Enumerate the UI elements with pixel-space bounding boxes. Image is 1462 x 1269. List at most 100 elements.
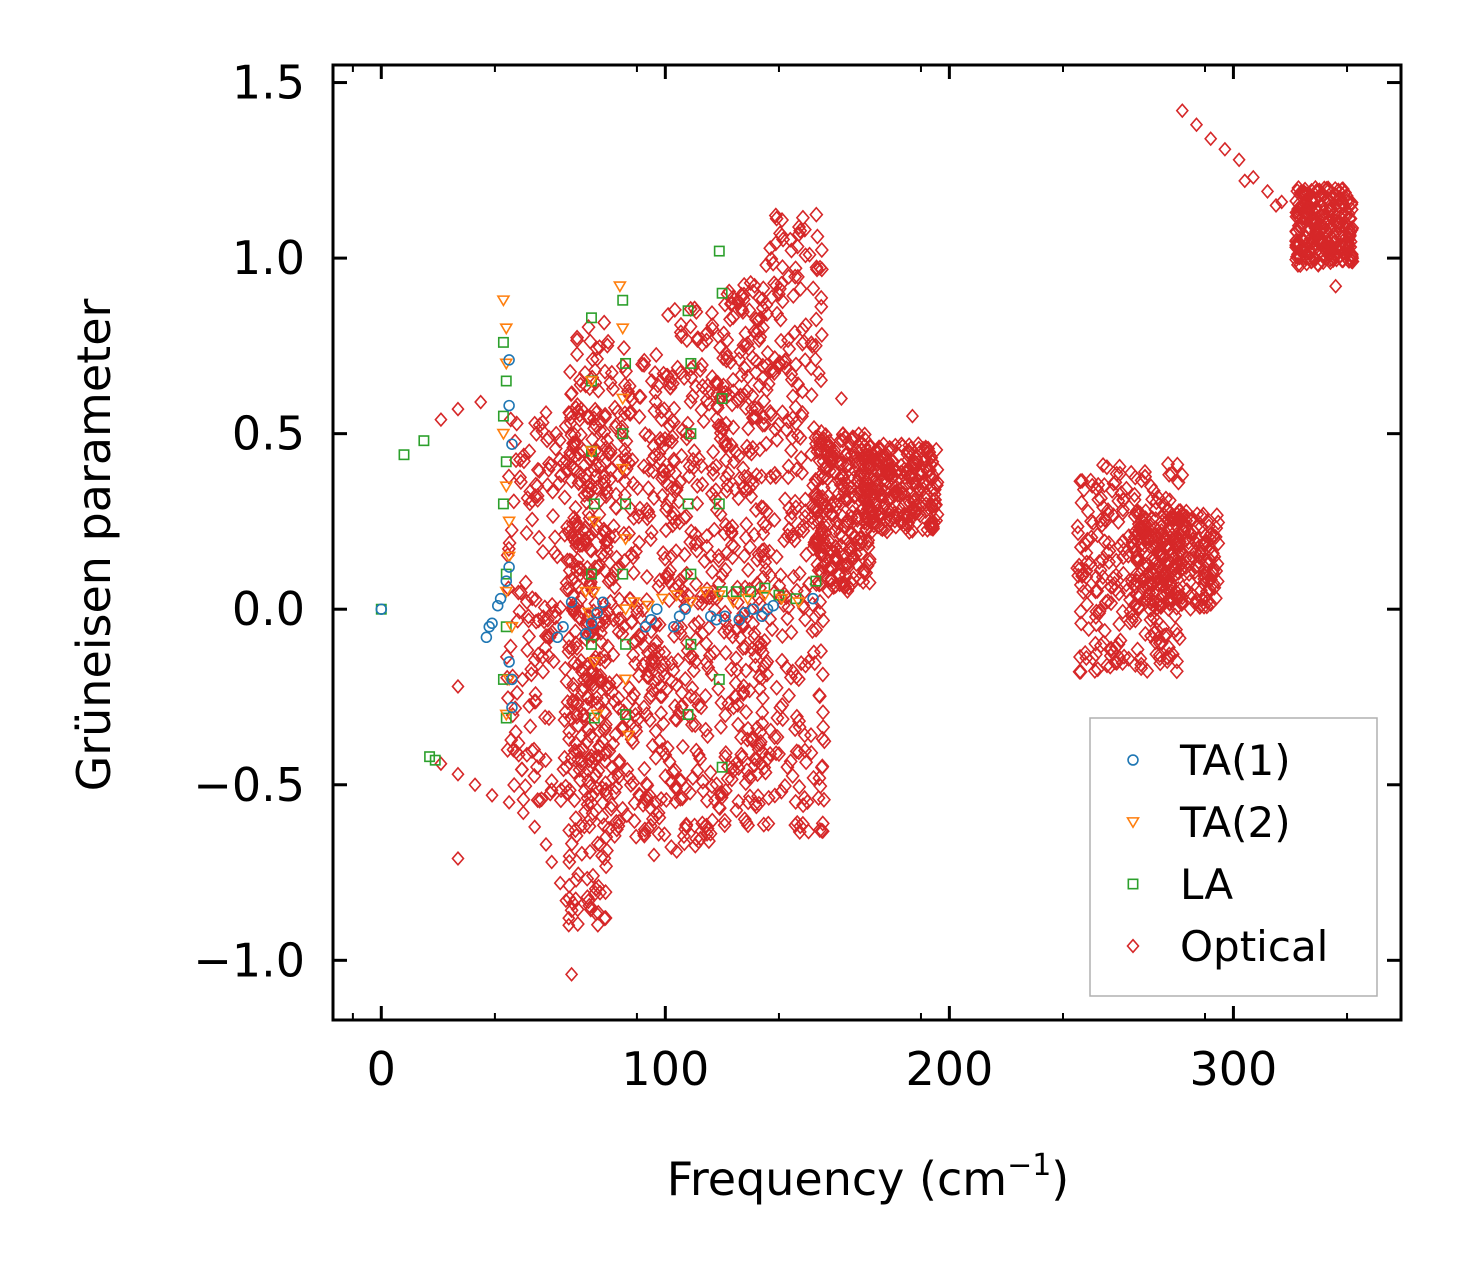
- optical-cluster-point: [894, 479, 909, 497]
- legend-label: TA(1): [1179, 736, 1291, 785]
- optical-cluster-point: [1322, 200, 1337, 218]
- optical-cluster-point: [735, 303, 750, 320]
- optical-cluster-point: [556, 761, 571, 778]
- optical-cluster-point: [1156, 588, 1171, 606]
- optical-cluster-point: [1084, 529, 1099, 546]
- optical-cluster-point: [752, 668, 767, 686]
- optical-cluster-point: [618, 363, 634, 380]
- optical-cluster-point: [1079, 649, 1094, 667]
- optical-cluster-point: [715, 567, 730, 584]
- data-point: [494, 592, 507, 605]
- optical-cluster-point: [1323, 246, 1338, 263]
- optical-cluster-point: [922, 461, 937, 479]
- optical-cluster-point: [733, 387, 748, 404]
- data-point: [499, 586, 514, 599]
- optical-cluster-point: [1098, 594, 1113, 611]
- optical-cluster-point: [812, 593, 828, 610]
- optical-cluster-point: [745, 615, 761, 632]
- optical-cluster-point: [1293, 248, 1308, 265]
- optical-cluster-point: [598, 744, 613, 761]
- data-point: [668, 621, 680, 633]
- optical-cluster-point: [564, 385, 579, 402]
- optical-cluster-point: [513, 584, 528, 601]
- optical-cluster-point: [562, 730, 577, 748]
- data-point: [584, 446, 599, 459]
- data-point: [705, 610, 717, 622]
- data-point: [620, 709, 632, 721]
- optical-cluster-point: [852, 570, 867, 587]
- optical-cluster-point: [793, 222, 808, 239]
- optical-cluster-point: [545, 596, 560, 614]
- optical-cluster-point: [769, 548, 784, 566]
- optical-cluster-point: [581, 408, 597, 426]
- optical-cluster-point: [799, 546, 814, 563]
- optical-cluster-point: [603, 461, 619, 478]
- optical-cluster-point: [677, 835, 692, 852]
- optical-cluster-point: [843, 539, 858, 557]
- optical-cluster-point: [678, 670, 693, 688]
- optical-cluster-point: [812, 452, 827, 469]
- optical-cluster-point: [663, 379, 678, 396]
- x-tick-label: 300: [1190, 1042, 1278, 1096]
- optical-cluster-point: [763, 567, 778, 584]
- optical-cluster-point: [832, 470, 847, 487]
- optical-cluster-point: [1179, 512, 1194, 529]
- optical-cluster-point: [615, 800, 630, 817]
- optical-cluster-point: [748, 501, 764, 519]
- optical-cluster-point: [659, 791, 674, 809]
- optical-cluster-point: [775, 627, 790, 645]
- optical-cluster-point: [810, 556, 825, 573]
- optical-cluster-point: [721, 465, 736, 482]
- data-point: [424, 751, 436, 763]
- optical-cluster-point: [1130, 547, 1145, 565]
- optical-cluster-point: [812, 437, 828, 454]
- optical-cluster-point: [1083, 472, 1098, 489]
- optical-cluster-point: [659, 681, 674, 698]
- optical-cluster-point: [648, 393, 663, 410]
- optical-cluster-point: [587, 461, 602, 479]
- optical-cluster-point: [702, 395, 717, 412]
- optical-cluster-point: [675, 790, 690, 807]
- optical-cluster-point: [572, 609, 587, 626]
- optical-cluster-point: [565, 692, 580, 709]
- optical-cluster-point: [511, 584, 526, 601]
- optical-cluster-point: [726, 699, 741, 716]
- optical-cluster-point: [1152, 650, 1167, 667]
- optical-cluster-point: [591, 762, 606, 779]
- optical-cluster-point: [654, 705, 669, 722]
- optical-cluster-point: [709, 410, 724, 427]
- optical-cluster-point: [716, 325, 731, 342]
- optical-cluster-point: [809, 472, 824, 489]
- optical-cluster-point: [623, 403, 638, 420]
- optical-cluster-point: [760, 344, 775, 362]
- optical-cluster-point: [755, 689, 770, 707]
- optical-cluster-point: [1137, 518, 1152, 535]
- data-point: [719, 610, 731, 622]
- optical-cluster-point: [784, 242, 799, 259]
- optical-cluster-point: [609, 778, 624, 796]
- optical-cluster-point: [679, 424, 694, 441]
- optical-cluster-point: [1092, 553, 1107, 571]
- optical-cluster-point: [1140, 662, 1155, 679]
- optical-cluster-point: [726, 419, 741, 436]
- optical-cluster-point: [809, 621, 824, 638]
- optical-cluster-point: [646, 463, 661, 480]
- optical-cluster-point: [695, 476, 710, 493]
- optical-cluster-point: [1116, 541, 1131, 559]
- data-point: [745, 586, 757, 598]
- optical-cluster-point: [743, 472, 758, 489]
- optical-cluster-point: [531, 646, 546, 663]
- optical-cluster-point: [622, 387, 637, 404]
- y-tick-label: −0.5: [193, 758, 305, 812]
- data-point: [922, 468, 937, 484]
- data-point: [712, 590, 727, 602]
- optical-cluster-point: [683, 687, 698, 705]
- optical-cluster-point: [767, 364, 782, 382]
- optical-cluster-point: [769, 277, 784, 294]
- optical-cluster-point: [809, 259, 824, 276]
- optical-cluster-point: [612, 813, 627, 830]
- optical-cluster-point: [740, 382, 755, 400]
- optical-cluster-point: [519, 746, 534, 763]
- optical-cluster-point: [665, 428, 680, 446]
- optical-cluster-point: [806, 477, 821, 494]
